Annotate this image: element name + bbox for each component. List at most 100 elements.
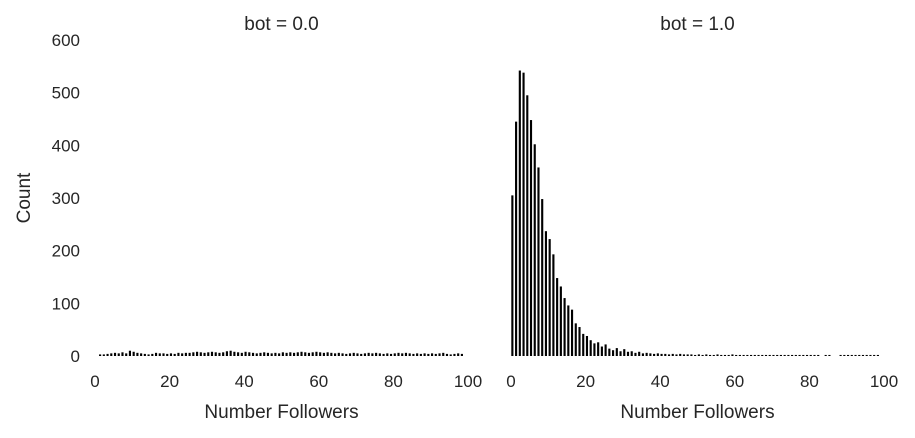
histogram-bar	[567, 305, 570, 356]
histogram-bar	[169, 353, 173, 356]
histogram-bar	[705, 354, 708, 356]
histogram-bar	[110, 353, 113, 356]
histogram-bar	[151, 353, 154, 356]
histogram-bar	[876, 354, 879, 356]
histogram-bar	[274, 352, 277, 356]
histogram-bar	[233, 351, 236, 356]
histogram-bar	[761, 354, 764, 356]
histogram-bar	[559, 286, 562, 356]
histogram-bar	[682, 354, 686, 356]
histogram-bar	[824, 354, 827, 356]
histogram-bar	[716, 354, 719, 356]
histogram-bar	[589, 340, 592, 356]
facet-panels: bot = 0.0 0 20 40 60 80 100 Number Followers 0 10…	[52, 14, 899, 423]
histogram-bar	[552, 254, 555, 356]
histogram-bar	[292, 352, 296, 356]
histogram-bar	[768, 354, 771, 356]
histogram-bar	[434, 353, 437, 356]
histogram-bar	[671, 353, 674, 356]
histogram-bar	[326, 352, 329, 356]
histogram-bar	[382, 353, 385, 356]
y-tick-label: 100	[52, 294, 80, 313]
histogram-bar	[408, 353, 411, 356]
histogram-bar	[861, 354, 865, 356]
x-tick-label: 40	[651, 372, 670, 391]
histogram-bar	[360, 353, 363, 356]
histogram-bar	[843, 354, 846, 356]
histogram-bar	[393, 353, 396, 356]
histogram-bar	[541, 199, 544, 356]
y-tick-label: 300	[52, 189, 80, 208]
histogram-bar	[612, 350, 615, 356]
histogram-bar	[158, 353, 161, 356]
x-tick-label: 80	[384, 372, 403, 391]
histogram-bar	[791, 354, 794, 356]
histogram-bar	[345, 353, 348, 356]
histogram-bar	[177, 352, 180, 356]
histogram-bar	[378, 353, 381, 356]
histogram-bar	[311, 352, 314, 356]
histogram-bar	[869, 354, 872, 356]
histogram-bar	[731, 354, 734, 356]
histogram-bar	[712, 354, 715, 356]
histogram-bar	[623, 349, 626, 356]
histogram-bar	[352, 352, 355, 356]
x-tick-label: 20	[160, 372, 179, 391]
histogram-bar	[783, 354, 786, 356]
histogram-bar	[419, 353, 422, 356]
histogram-bar	[143, 353, 146, 356]
x-axis-label: Number Followers	[204, 402, 358, 423]
histogram-bar	[511, 195, 514, 356]
histogram-bar	[125, 353, 128, 356]
histogram-bar	[113, 352, 117, 356]
histogram-bar	[548, 239, 551, 356]
histogram-bar	[570, 309, 574, 356]
histogram-bar	[723, 354, 727, 356]
histogram-bar	[667, 354, 671, 356]
histogram-bar	[649, 353, 652, 356]
histogram-bar	[255, 353, 258, 356]
histogram-bar	[858, 354, 861, 356]
histogram-bar	[251, 352, 255, 356]
histogram-bar	[140, 353, 143, 356]
histogram-bar	[244, 351, 247, 356]
histogram-bar	[218, 352, 221, 356]
histogram-bar	[375, 352, 378, 356]
histogram-bar	[656, 353, 659, 356]
histogram-bar	[166, 353, 169, 356]
histogram-bar	[638, 351, 641, 356]
histogram-bar	[805, 354, 809, 356]
panel-1: bot = 1.0 0 20 40 60 80 100 Number Followers	[506, 14, 898, 423]
x-tick-label: 40	[235, 372, 254, 391]
histogram-bar	[315, 351, 318, 356]
histogram-bar	[449, 354, 452, 356]
histogram-bar	[296, 352, 299, 356]
histogram-bar	[690, 354, 693, 356]
histogram-bar	[634, 352, 637, 356]
histogram-bar	[196, 351, 199, 356]
histogram-bar	[839, 354, 842, 356]
histogram-bar	[518, 70, 521, 357]
y-tick-label: 500	[52, 84, 80, 103]
histogram-bar	[210, 351, 214, 356]
histogram-bar	[319, 352, 322, 356]
histogram-bar	[753, 354, 756, 356]
histogram-bar	[742, 354, 745, 356]
histogram-bar	[854, 354, 857, 356]
histogram-bar	[697, 354, 700, 356]
histogram-bar	[412, 353, 415, 356]
histogram-bar	[779, 354, 782, 356]
histogram-bar	[222, 352, 225, 356]
histogram-bar	[593, 343, 596, 356]
panel-0: bot = 0.0 0 20 40 60 80 100 Number Followers 0 10…	[52, 14, 483, 423]
x-tick-label: 20	[576, 372, 595, 391]
panel-title: bot = 1.0	[660, 14, 734, 35]
histogram-bar	[229, 350, 232, 356]
histogram-bar	[240, 352, 243, 356]
histogram-bar	[278, 353, 281, 356]
histogram-bar	[162, 353, 165, 356]
histogram-bar	[873, 354, 876, 356]
histogram-bar	[248, 352, 251, 356]
